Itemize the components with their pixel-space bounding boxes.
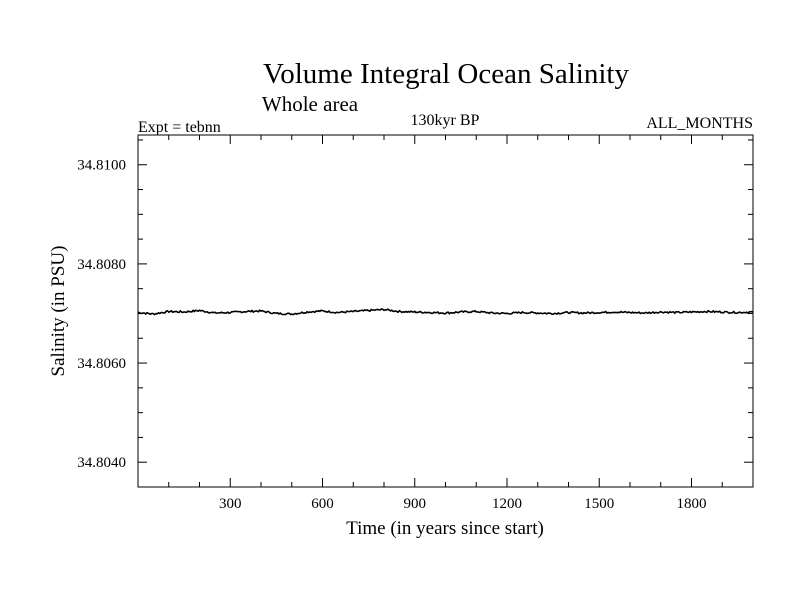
chart-subtitle: Whole area: [262, 92, 359, 116]
x-tick-label: 1500: [584, 496, 614, 512]
x-tick-label: 1800: [677, 496, 707, 512]
y-tick-label: 34.8040: [77, 455, 126, 471]
y-tick-label: 34.8100: [77, 158, 126, 174]
y-tick-label: 34.8060: [77, 356, 126, 372]
y-axis-label: Salinity (in PSU): [48, 246, 69, 377]
x-tick-label: 900: [404, 496, 427, 512]
x-axis: 300 600 900 1200 1500 1800: [168, 135, 723, 512]
y-tick-label: 34.8080: [77, 257, 126, 273]
x-axis-label: Time (in years since start): [346, 518, 544, 539]
period-label: 130kyr BP: [411, 112, 480, 129]
y-axis: 34.8040 34.8060 34.8080 34.8100: [77, 139, 753, 471]
salinity-series-line: [138, 308, 754, 316]
months-label: ALL_MONTHS: [646, 115, 753, 132]
x-tick-label: 600: [311, 496, 334, 512]
experiment-label: Expt = tebnn: [138, 119, 221, 136]
x-tick-label: 1200: [492, 496, 522, 512]
x-tick-label: 300: [219, 496, 242, 512]
chart-title: Volume Integral Ocean Salinity: [263, 58, 629, 90]
